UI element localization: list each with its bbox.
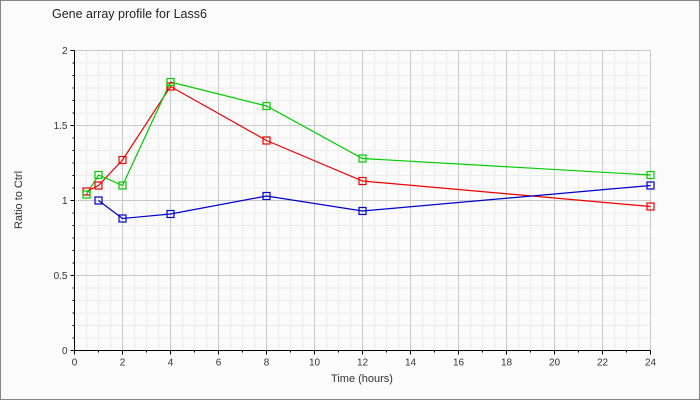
x-tick-label: 16 (453, 358, 465, 369)
x-tick-label: 6 (216, 358, 222, 369)
series-red-marker (118, 155, 127, 165)
series-blue-marker (646, 181, 655, 190)
y-tick-label: 0 (62, 346, 68, 357)
chart-title: Gene array profile for Lass6 (52, 7, 207, 21)
series-blue-marker (94, 196, 103, 205)
series-red-marker (262, 136, 271, 145)
x-tick-label: 22 (597, 358, 609, 369)
x-tick-label: 12 (357, 358, 369, 369)
y-tick-label: 0.5 (54, 271, 68, 282)
series-green-marker (94, 170, 103, 180)
x-tick-label: 24 (645, 358, 657, 369)
series-blue-marker (118, 214, 127, 223)
series-green-line (85, 81, 651, 195)
series-green-marker (166, 77, 175, 87)
x-tick-label: 20 (549, 358, 561, 369)
x-tick-label: 10 (309, 358, 321, 369)
x-tick-label: 14 (405, 358, 417, 369)
series-blue-marker (262, 191, 271, 201)
series-blue-marker (166, 209, 175, 219)
y-axis-label: Ratio to Ctrl (13, 171, 25, 229)
x-tick-label: 0 (72, 358, 78, 369)
series-red-marker (166, 82, 175, 91)
series-red-marker (646, 202, 655, 211)
y-tick-label: 1.5 (54, 121, 68, 132)
series-green-marker (358, 154, 367, 163)
series-red-marker (94, 181, 103, 190)
series-green-marker (118, 181, 127, 190)
x-tick-label: 2 (120, 358, 126, 369)
x-tick-label: 4 (168, 358, 174, 369)
labels: Gene array profile for Lass6 Time (hours… (13, 7, 393, 385)
series-red-line (86, 85, 651, 208)
series-green-marker (646, 170, 655, 180)
series-red-marker (358, 176, 367, 186)
x-axis-label: Time (hours) (331, 373, 393, 385)
gridlines (74, 50, 651, 351)
y-tick-label: 2 (62, 46, 68, 57)
y-tick-label: 1 (62, 196, 68, 207)
x-tick-label: 18 (501, 358, 513, 369)
series-green-marker (262, 101, 271, 111)
x-tick-label: 8 (264, 358, 270, 369)
series-blue-marker (358, 206, 367, 216)
series-green-marker (82, 190, 91, 199)
data-series (82, 77, 655, 223)
